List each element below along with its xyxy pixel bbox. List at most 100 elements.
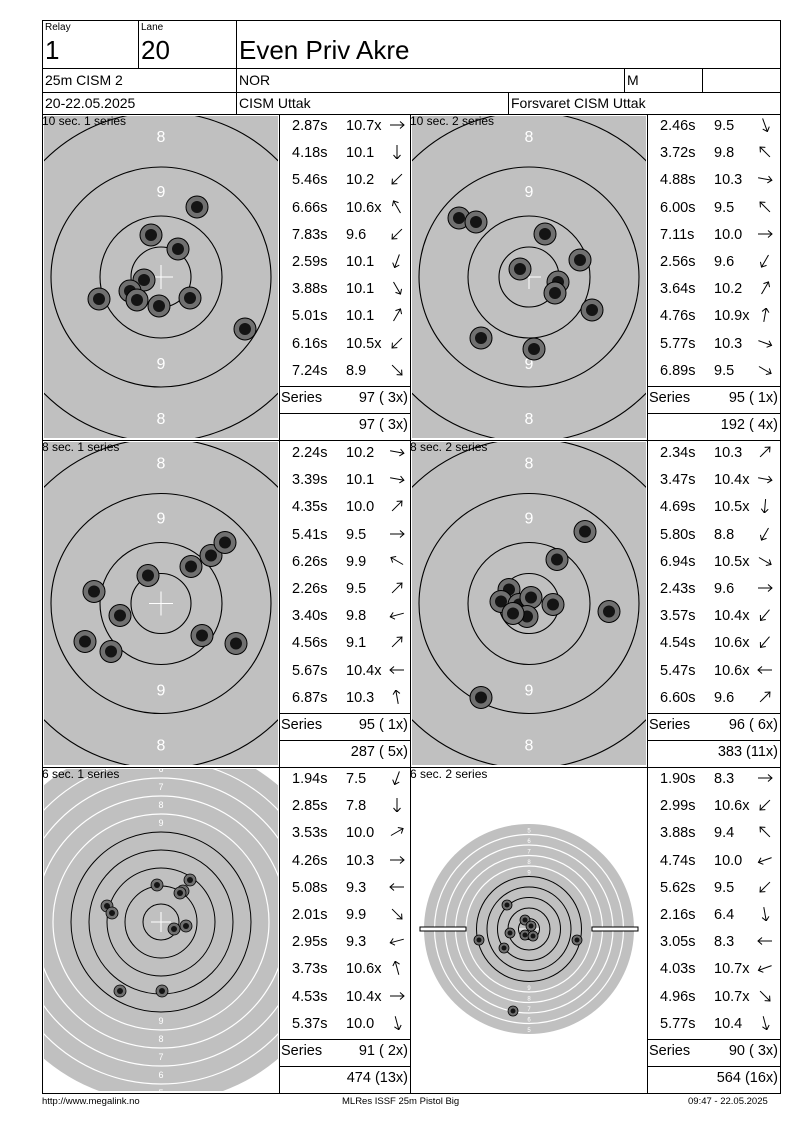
shot-direction-arrow-icon bbox=[757, 937, 772, 946]
shooting-target: 8 8 9 9 bbox=[44, 116, 278, 438]
shot-direction bbox=[388, 172, 406, 190]
shot-row: 2.85s 7.8 bbox=[292, 798, 410, 816]
shot-row: 2.26s 9.5 bbox=[292, 581, 410, 599]
shot-row: 4.56s 9.1 bbox=[292, 635, 410, 653]
series-label: Series bbox=[649, 717, 691, 733]
shot-direction-arrow-icon bbox=[758, 475, 773, 484]
shot-time: 2.56s bbox=[660, 254, 696, 270]
series-total: 95 ( 1x) bbox=[728, 390, 778, 406]
shot-row: 2.59s 10.1 bbox=[292, 254, 410, 272]
shot-score: 10.6x bbox=[714, 798, 750, 815]
shot-direction bbox=[756, 336, 774, 354]
shot-impact-core bbox=[105, 645, 117, 658]
shot-score: 10.4 bbox=[714, 1015, 743, 1032]
shot-direction bbox=[388, 581, 406, 599]
shot-impact-core bbox=[145, 229, 157, 241]
shot-time: 2.26s bbox=[292, 581, 328, 597]
shot-impact-core bbox=[586, 304, 598, 316]
shot-direction bbox=[756, 690, 774, 708]
series-label: Series bbox=[281, 717, 323, 733]
shot-score: 9.5 bbox=[346, 581, 367, 597]
shot-direction bbox=[388, 336, 406, 354]
shot-direction-arrow-icon bbox=[390, 529, 405, 538]
shot-time: 2.01s bbox=[292, 907, 328, 923]
series-title: 8 sec. 1 series bbox=[42, 440, 120, 454]
shot-score: 9.8 bbox=[714, 145, 735, 162]
target-ring bbox=[142, 903, 180, 941]
shot-time: 1.90s bbox=[660, 771, 696, 787]
shot-row: 1.94s 7.5 bbox=[292, 771, 410, 789]
shot-impact-core bbox=[114, 609, 126, 622]
shot-score: 10.3 bbox=[714, 335, 743, 352]
shot-impact-core bbox=[184, 292, 196, 304]
shot-impact-core bbox=[510, 1008, 516, 1014]
shot-direction bbox=[756, 1015, 774, 1034]
shot-direction-arrow-icon bbox=[762, 1015, 770, 1031]
shot-score: 7.5 bbox=[346, 771, 367, 787]
shot-row: 5.01s 10.1 bbox=[292, 308, 410, 326]
shot-score: 10.1 bbox=[346, 254, 375, 270]
shot-score: 10.0 bbox=[714, 852, 743, 869]
shot-time: 6.87s bbox=[292, 689, 328, 706]
shot-score: 9.6 bbox=[714, 581, 735, 597]
shot-time: 5.46s bbox=[292, 172, 328, 189]
shot-direction bbox=[388, 363, 406, 381]
ring-number: 9 bbox=[525, 511, 534, 528]
shot-impact-core bbox=[551, 553, 563, 566]
target-ring bbox=[50, 166, 272, 388]
shot-score: 9.3 bbox=[346, 934, 367, 951]
ring-number: 8 bbox=[525, 411, 534, 428]
shot-time: 3.88s bbox=[660, 825, 696, 842]
shot-score: 10.9x bbox=[714, 308, 750, 325]
shot-score: 10.0 bbox=[346, 499, 375, 516]
shot-direction-arrow-icon bbox=[392, 771, 400, 786]
shot-direction-arrow-icon bbox=[759, 799, 771, 811]
footer-url[interactable]: http://www.megalink.no bbox=[42, 1096, 140, 1107]
shot-time: 2.24s bbox=[292, 445, 328, 461]
shot-row: 2.46s 9.5 bbox=[660, 118, 778, 136]
shot-row: 2.99s 10.6x bbox=[660, 798, 778, 816]
shot-row: 4.69s 10.5x bbox=[660, 499, 778, 517]
shot-direction-arrow-icon bbox=[759, 254, 769, 268]
shot-row: 6.87s 10.3 bbox=[292, 689, 410, 708]
series-label: Series bbox=[281, 1043, 323, 1059]
shot-direction-arrow-icon bbox=[758, 774, 773, 782]
shot-time: 3.73s bbox=[292, 961, 328, 978]
ring-number: 9 bbox=[158, 1016, 163, 1026]
shot-impact-core bbox=[185, 560, 197, 573]
shot-time: 6.94s bbox=[660, 553, 696, 570]
shot-direction bbox=[756, 172, 774, 190]
shot-time: 4.54s bbox=[660, 635, 696, 652]
shot-score: 10.2 bbox=[714, 281, 743, 298]
shot-direction-arrow-icon bbox=[392, 254, 400, 269]
shot-direction-arrow-icon bbox=[758, 176, 773, 184]
target-ring bbox=[476, 876, 582, 982]
shot-impact-core bbox=[549, 287, 561, 299]
shot-direction-arrow-icon bbox=[393, 798, 401, 813]
shot-direction-arrow-icon bbox=[759, 609, 770, 622]
footer-timestamp: 09:47 - 22.05.2025 bbox=[688, 1096, 768, 1107]
shot-time: 2.43s bbox=[660, 581, 696, 597]
shot-score: 10.7x bbox=[714, 988, 750, 1005]
shot-score: 10.3 bbox=[346, 689, 375, 706]
shot-direction-arrow-icon bbox=[761, 307, 770, 323]
shot-direction-arrow-icon bbox=[757, 965, 772, 974]
target-ring bbox=[70, 831, 252, 1013]
ring-number: 8 bbox=[527, 996, 531, 1002]
shot-direction-arrow-icon bbox=[760, 499, 769, 515]
competition-name: CISM Uttak bbox=[239, 95, 311, 111]
ring-number: 8 bbox=[158, 1034, 163, 1044]
shot-impact-core bbox=[191, 201, 203, 213]
shot-impact-core bbox=[514, 263, 526, 275]
shot-direction-arrow-icon bbox=[759, 636, 770, 649]
shot-direction bbox=[388, 199, 406, 218]
series-total: 97 ( 3x) bbox=[358, 390, 408, 406]
shot-impact-core bbox=[475, 332, 487, 344]
target-ring bbox=[418, 492, 640, 715]
target-ring bbox=[486, 886, 572, 972]
running-total: 192 ( 4x) bbox=[720, 417, 778, 433]
shot-direction-arrow-icon bbox=[391, 337, 403, 349]
target-bar bbox=[591, 926, 639, 932]
shot-time: 3.88s bbox=[292, 281, 328, 298]
